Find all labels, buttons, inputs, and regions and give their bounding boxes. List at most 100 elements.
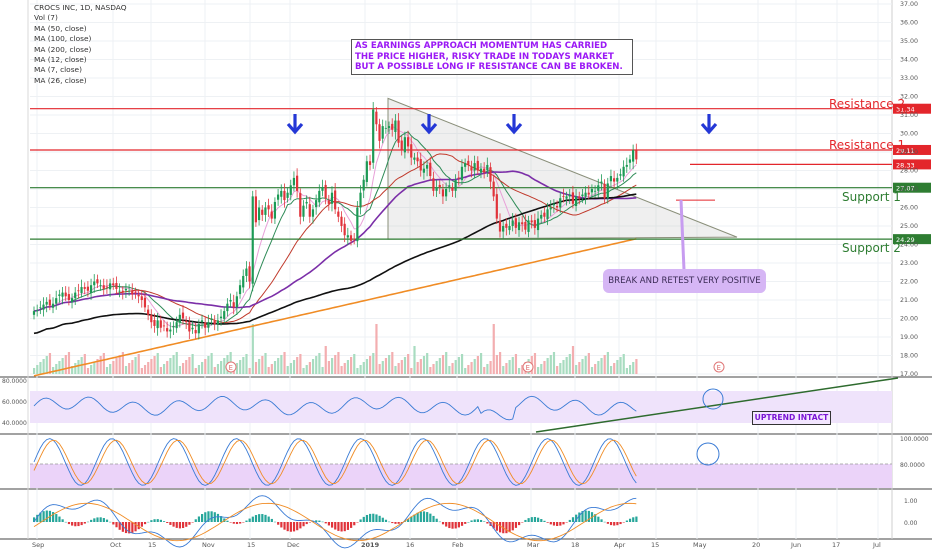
volume-bar <box>216 364 220 374</box>
candle-body <box>143 297 147 308</box>
macd-histogram-bar <box>93 518 96 522</box>
candle-body <box>464 163 467 167</box>
candle-body <box>381 126 384 139</box>
macd-histogram-bar <box>96 517 99 522</box>
level-price-tag <box>893 103 931 114</box>
candle-body <box>375 111 378 125</box>
macd-histogram-bar <box>384 519 388 522</box>
macd-histogram-bar <box>470 520 473 522</box>
candle-body <box>346 235 349 238</box>
volume-bar <box>416 362 419 374</box>
volume-bar <box>134 357 137 374</box>
time-tick-label: Mar <box>527 541 540 549</box>
candle-body <box>590 189 594 193</box>
candle-body <box>378 124 381 141</box>
macd-histogram-bar <box>441 522 445 525</box>
volume-bar <box>597 361 600 374</box>
volume-bar <box>86 368 90 374</box>
macd-histogram-bar <box>508 522 511 533</box>
volume-bar <box>128 363 131 374</box>
rsi-tick-label: 40.0000 <box>2 420 27 427</box>
candle-body <box>628 159 632 163</box>
candle-body <box>74 292 77 299</box>
macd-histogram-bar <box>369 513 372 522</box>
volume-bar <box>318 353 321 374</box>
level-price-tag-text: 31.34 <box>896 106 915 114</box>
macd-histogram-bar <box>327 522 331 526</box>
candle-body <box>124 288 128 291</box>
volume-bar <box>99 356 102 374</box>
resistance-1-label: Resistance 1 <box>829 138 906 152</box>
candle-body <box>565 196 568 199</box>
volume-bar <box>571 346 575 374</box>
candle-body <box>600 181 603 184</box>
macd-histogram-bar <box>321 521 324 523</box>
macd-histogram-bar <box>191 522 194 523</box>
candle-body <box>311 209 315 217</box>
candle-body <box>616 177 619 182</box>
macd-histogram-bar <box>143 522 147 525</box>
macd-tick-label: 1.00 <box>904 498 918 505</box>
volume-bar <box>267 367 270 374</box>
volume-bar <box>397 363 400 374</box>
candle-body <box>96 279 99 284</box>
macd-histogram-bar <box>77 522 80 527</box>
macd-histogram-bar <box>99 517 102 522</box>
macd-histogram-bar <box>318 520 321 522</box>
candle-body <box>181 312 185 319</box>
volume-bar <box>362 362 365 374</box>
candle-body <box>286 192 289 198</box>
volume-bar <box>435 361 438 374</box>
macd-histogram-bar <box>166 522 169 523</box>
candle-body <box>597 185 600 191</box>
candle-body <box>549 207 552 210</box>
macd-histogram-bar <box>359 519 362 522</box>
candle-body <box>457 177 460 179</box>
volume-bar <box>632 362 635 374</box>
volume-bar <box>71 366 74 374</box>
volume-bar <box>518 368 521 374</box>
candle-body <box>435 187 438 191</box>
stoch-d-line <box>33 439 637 485</box>
volume-bar <box>429 367 432 374</box>
volume-bar <box>166 361 169 374</box>
candle-body <box>356 207 359 242</box>
candle-body <box>86 286 89 291</box>
candle-body <box>625 164 628 167</box>
candle-body <box>489 167 492 182</box>
candle-body <box>128 290 131 292</box>
macd-histogram-bar <box>492 522 495 529</box>
level-price-tag <box>893 159 931 170</box>
candle-body <box>261 209 264 215</box>
volume-bar <box>606 352 609 374</box>
volume-bar <box>242 357 245 374</box>
volume-bar <box>239 360 242 374</box>
candle-body <box>384 127 387 129</box>
candle-body <box>134 292 137 294</box>
volume-bar <box>575 365 578 374</box>
macd-histogram-bar <box>628 518 632 522</box>
analysis-note: AS EARNINGS APPROACH MOMENTUM HAS CARRIE… <box>351 39 633 75</box>
macd-histogram-bar <box>292 522 296 532</box>
candle-body <box>308 204 311 217</box>
volume-bar <box>365 359 369 374</box>
volume-bar <box>403 357 407 374</box>
candle-body <box>70 298 74 303</box>
macd-histogram-bar <box>454 522 457 529</box>
macd-histogram-bar <box>302 522 305 527</box>
macd-histogram-bar <box>270 518 273 522</box>
volume-bar <box>77 360 80 374</box>
volume-bar <box>286 366 289 374</box>
candle-body <box>546 209 549 219</box>
candle-body <box>99 285 102 286</box>
candle-body <box>334 190 337 210</box>
macd-histogram-bar <box>445 522 448 527</box>
candle-body <box>387 126 391 128</box>
candle-body <box>118 290 121 292</box>
candle-body <box>270 211 273 219</box>
ma200-line <box>33 238 637 377</box>
candle-body <box>343 223 346 236</box>
volume-bar <box>613 363 616 374</box>
candle-body <box>242 275 245 288</box>
macd-histogram-bar <box>372 513 375 522</box>
